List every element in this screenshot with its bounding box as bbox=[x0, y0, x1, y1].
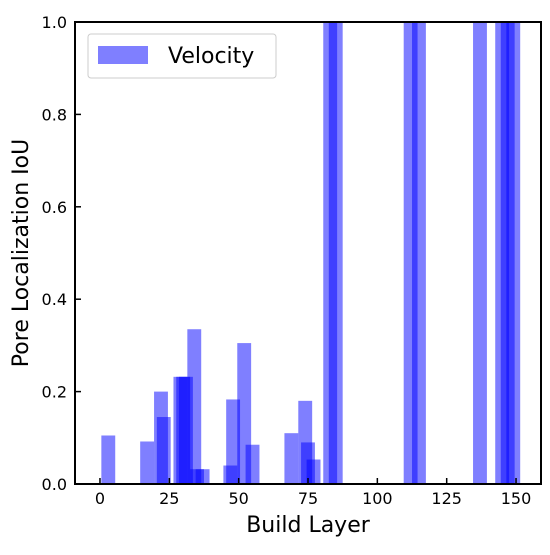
bar bbox=[245, 444, 260, 484]
x-tick-label: 50 bbox=[228, 489, 248, 508]
y-tick-label: 0.2 bbox=[42, 383, 67, 402]
y-axis: 0.0 0.2 0.4 0.6 0.8 1.0 bbox=[42, 13, 81, 494]
bar bbox=[473, 22, 487, 484]
x-tick-label: 150 bbox=[501, 489, 532, 508]
bar bbox=[195, 469, 210, 484]
bar bbox=[187, 329, 202, 484]
bar bbox=[156, 417, 171, 484]
y-axis-label: Pore Localization IoU bbox=[9, 139, 34, 367]
bar bbox=[226, 399, 241, 484]
x-tick-label: 25 bbox=[159, 489, 179, 508]
x-tick-label: 100 bbox=[362, 489, 393, 508]
x-tick-label: 0 bbox=[95, 489, 105, 508]
bar bbox=[412, 22, 426, 484]
bar bbox=[140, 441, 155, 484]
x-tick-label: 75 bbox=[298, 489, 318, 508]
legend-box bbox=[87, 33, 277, 79]
y-tick-label: 0.4 bbox=[42, 290, 67, 309]
legend-swatch bbox=[98, 46, 148, 64]
x-tick-label: 125 bbox=[431, 489, 462, 508]
y-tick-label: 0.6 bbox=[42, 198, 67, 217]
y-tick-label: 1.0 bbox=[42, 13, 67, 32]
x-axis-label: Build Layer bbox=[246, 513, 371, 538]
bar bbox=[101, 435, 116, 484]
bar bbox=[506, 22, 521, 484]
bar bbox=[284, 433, 299, 484]
x-axis: 0 25 50 75 100 125 150 bbox=[95, 478, 531, 508]
legend-label: Velocity bbox=[168, 44, 254, 69]
y-tick-label: 0.0 bbox=[42, 475, 67, 494]
y-tick-label: 0.8 bbox=[42, 105, 67, 124]
bar bbox=[328, 22, 343, 484]
bars-layer bbox=[101, 22, 521, 484]
bar bbox=[306, 459, 321, 484]
legend: Velocity bbox=[87, 33, 277, 79]
